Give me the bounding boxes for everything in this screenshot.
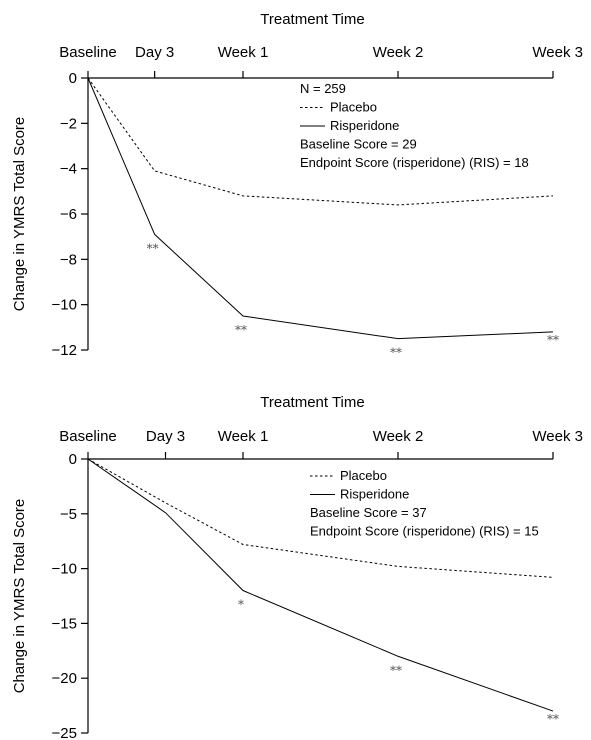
y-tick-label: −15 — [52, 615, 77, 632]
chart-panel-1: Treatment Time Baseline Day 3 Week 1 Week 2 W… — [11, 11, 583, 360]
significance-marker: ** — [547, 333, 559, 347]
series-line-risperidone — [87, 77, 554, 340]
x-tick-label: Day 3 — [146, 428, 185, 445]
series-line-placebo — [87, 77, 554, 206]
legend-label-risperidone: Risperidone — [330, 118, 399, 133]
significance-marker: ** — [547, 712, 559, 726]
legend-label-risperidone: Risperidone — [340, 487, 409, 502]
series-line-placebo — [87, 458, 554, 578]
significance-marker: ** — [390, 663, 402, 677]
legend-note: Endpoint Score (risperidone) (RIS) = 15 — [310, 524, 539, 539]
chart-panel-2: Treatment Time Baseline Day 3 Week 1 Week 2 W… — [11, 394, 583, 740]
chart-title: Treatment Time — [260, 11, 364, 28]
significance-marker: ** — [235, 323, 247, 337]
x-tick-label: Week 2 — [373, 44, 424, 61]
legend-note: Endpoint Score (risperidone) (RIS) = 18 — [300, 155, 529, 170]
x-tick-label: Week 2 — [373, 428, 424, 445]
x-tick-label: Baseline — [59, 44, 117, 61]
y-tick-label: −12 — [52, 342, 77, 359]
y-tick-label: −6 — [60, 206, 77, 223]
legend-label-placebo: Placebo — [340, 468, 387, 483]
y-tick-label: 0 — [69, 70, 77, 87]
y-tick-label: −5 — [60, 506, 77, 523]
legend: N = 259 Placebo Risperidone Baseline Score … — [300, 81, 529, 170]
y-axis-label: Change in YMRS Total Score — [11, 117, 28, 312]
y-tick-label: 0 — [69, 451, 77, 468]
y-tick-label: −2 — [60, 115, 77, 132]
legend-label-placebo: Placebo — [330, 100, 377, 115]
x-tick-label: Week 1 — [218, 428, 269, 445]
significance-marker: ** — [147, 241, 159, 255]
chart-title: Treatment Time — [260, 394, 364, 411]
y-tick-label: −10 — [52, 297, 77, 314]
legend-header: N = 259 — [300, 81, 346, 96]
y-tick-label: −10 — [52, 561, 77, 578]
legend-note: Baseline Score = 37 — [310, 505, 427, 520]
legend-note: Baseline Score = 29 — [300, 137, 417, 152]
series-line-risperidone — [87, 458, 554, 712]
x-tick-label: Baseline — [59, 428, 117, 445]
significance-marker: * — [238, 598, 244, 612]
y-tick-label: −25 — [52, 725, 77, 740]
x-tick-label: Week 3 — [532, 44, 583, 61]
y-axis-label: Change in YMRS Total Score — [11, 499, 28, 694]
legend: Placebo Risperidone Baseline Score = 37 End… — [310, 468, 539, 539]
y-tick-label: −8 — [60, 251, 77, 268]
significance-marker: ** — [390, 346, 402, 360]
y-tick-label: −20 — [52, 670, 77, 687]
x-tick-label: Day 3 — [135, 44, 174, 61]
x-tick-label: Week 3 — [532, 428, 583, 445]
y-tick-label: −4 — [60, 161, 77, 178]
x-tick-label: Week 1 — [218, 44, 269, 61]
